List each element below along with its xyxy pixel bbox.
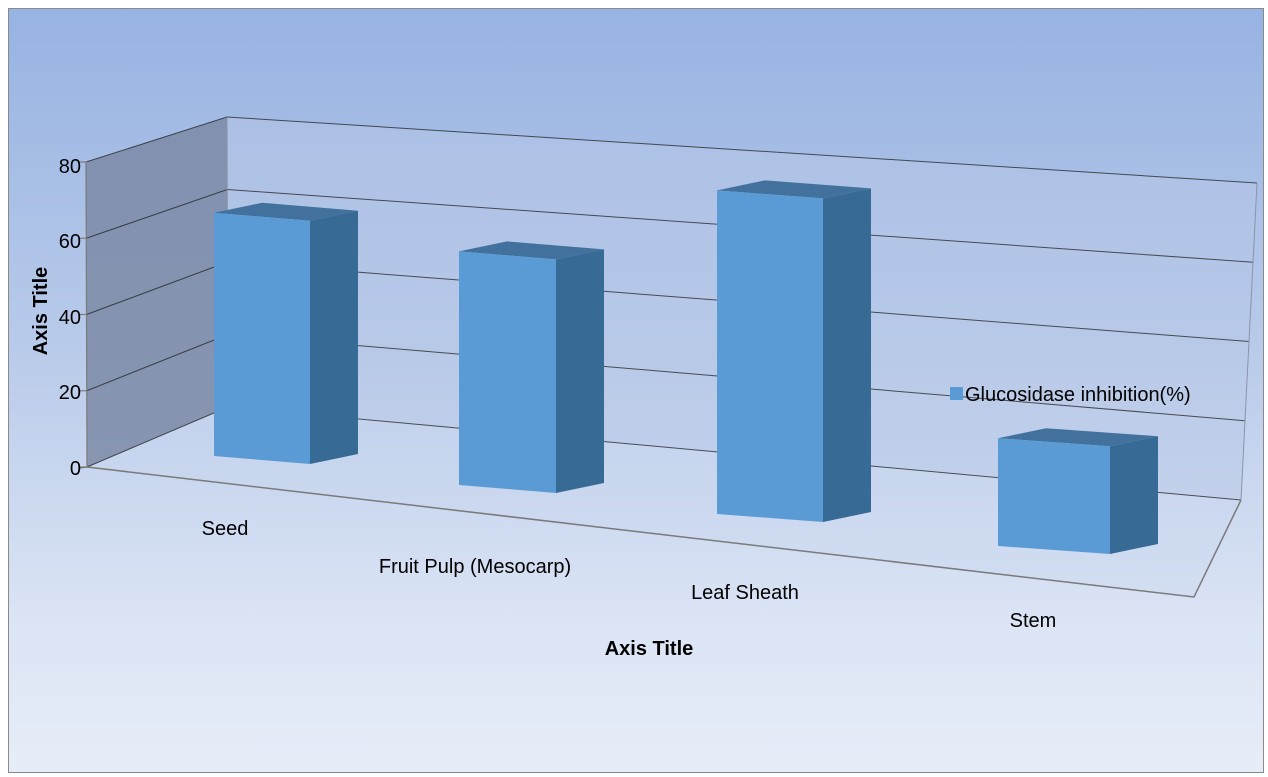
legend-label: Glucosidase inhibition(%) <box>965 384 1191 406</box>
side-wall <box>86 117 228 467</box>
bar-side-3 <box>1110 436 1158 554</box>
y-axis-line <box>85 161 88 468</box>
y-tick-label-0: 0 <box>70 458 81 480</box>
bar-side-2 <box>823 188 871 523</box>
chart-area: 0 20 40 60 80 Seed Fruit Pulp (Mesocarp)… <box>8 8 1264 773</box>
bar-front-2 <box>717 190 823 523</box>
x-category-label-3: Stem <box>1010 610 1057 632</box>
bar-3 <box>998 428 1158 554</box>
bar-top-2 <box>717 180 871 199</box>
bar-2 <box>717 180 871 523</box>
legend-swatch <box>950 387 963 400</box>
bars <box>214 180 1158 554</box>
x-category-label-0: Seed <box>202 518 249 540</box>
labels: 0 20 40 60 80 Seed Fruit Pulp (Mesocarp)… <box>30 156 1191 660</box>
bar-front-1 <box>459 251 556 493</box>
bar-0 <box>214 202 358 464</box>
x-axis-title: Axis Title <box>605 638 694 660</box>
bar-side-0 <box>310 210 358 464</box>
y-tick-label-2: 40 <box>59 307 81 329</box>
floor <box>87 407 1241 597</box>
bar-top-0 <box>214 202 358 221</box>
bar-front-0 <box>214 212 310 464</box>
x-category-label-2: Leaf Sheath <box>691 582 799 604</box>
y-axis-title: Axis Title <box>30 267 52 356</box>
y-tick-label-1: 20 <box>59 382 81 404</box>
bar-front-3 <box>998 438 1110 554</box>
back-wall-right-edge <box>1240 182 1258 501</box>
y-tick-label-4: 80 <box>59 156 81 178</box>
bar-side-1 <box>556 249 604 493</box>
bar-1 <box>459 241 604 493</box>
bar-top-3 <box>998 428 1158 447</box>
x-category-label-1: Fruit Pulp (Mesocarp) <box>379 556 571 578</box>
bar-top-1 <box>459 241 604 260</box>
chart-svg: 0 20 40 60 80 Seed Fruit Pulp (Mesocarp)… <box>30 116 1258 660</box>
y-tick-label-3: 60 <box>59 231 81 253</box>
